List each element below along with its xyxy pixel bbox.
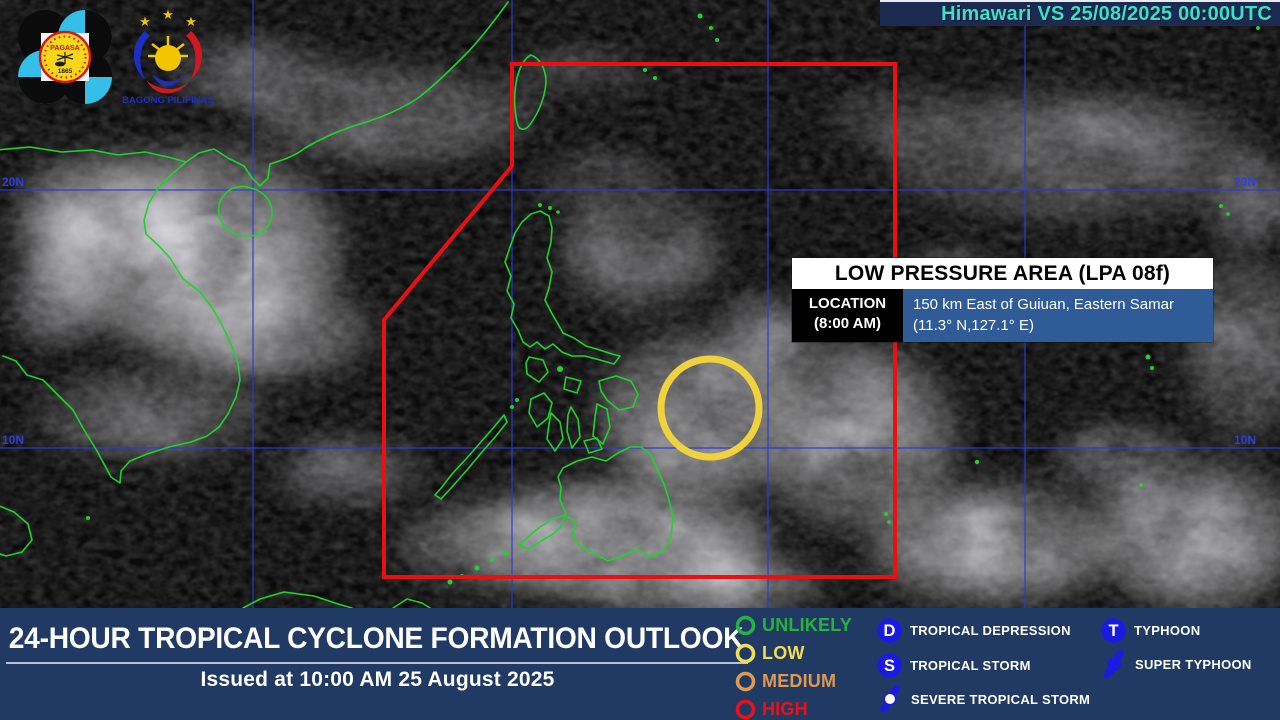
coastline-mindoro bbox=[525, 356, 549, 383]
tropical-storm-icon: S bbox=[877, 652, 902, 678]
legend-label-high: HIGH bbox=[762, 698, 808, 719]
low-circle-icon bbox=[735, 643, 756, 663]
category-label-ts: TROPICAL STORM bbox=[910, 657, 1031, 673]
coastline-borneo bbox=[242, 591, 353, 609]
category-row-typhoon: T TYPHOON bbox=[1100, 615, 1252, 645]
category-label-typhoon: TYPHOON bbox=[1134, 622, 1201, 638]
bagong-pilipinas-label: BAGONG PILIPINAS bbox=[122, 95, 214, 106]
category-row-td: D TROPICAL DEPRESSION bbox=[876, 615, 1090, 645]
satellite-credit-strip: Himawari VS 25/08/2025 00:00UTC bbox=[880, 0, 1280, 26]
legend-row-high: HIGH bbox=[735, 696, 808, 720]
pagasa-logo-year: 1865 bbox=[58, 68, 73, 75]
footer-bar: 24-HOUR TROPICAL CYCLONE FORMATION OUTLO… bbox=[0, 608, 1280, 720]
legend-row-low: LOW bbox=[735, 640, 805, 666]
lpa-location-value-line2: (11.3° N,127.1° E) bbox=[913, 317, 1034, 334]
high-circle-icon bbox=[735, 699, 756, 719]
lat-label-10n-right: 10N bbox=[1234, 433, 1256, 447]
lat-label-10n-left: 10N bbox=[2, 433, 24, 447]
svg-text:S: S bbox=[884, 657, 895, 675]
category-row-ts: S TROPICAL STORM bbox=[876, 650, 1090, 680]
coastline-palawan bbox=[434, 414, 508, 500]
legend-label-low: LOW bbox=[762, 642, 805, 663]
legend-label-medium: MEDIUM bbox=[762, 670, 837, 691]
issued-timestamp: Issued at 10:00 AM 25 August 2025 bbox=[200, 668, 555, 691]
legend-label-unlikely: UNLIKELY bbox=[762, 614, 852, 635]
lat-label-20n-left: 20N bbox=[2, 175, 24, 189]
severe-tropical-storm-icon bbox=[876, 685, 904, 713]
coastline-luzon bbox=[504, 210, 621, 365]
coastline-leyte bbox=[592, 403, 611, 445]
star-icon: ★ bbox=[162, 7, 174, 22]
svg-text:T: T bbox=[1108, 622, 1118, 640]
lpa-location-value-line1: 150 km East of Guiuan, Eastern Samar bbox=[913, 296, 1174, 313]
outlook-title: 24-HOUR TROPICAL CYCLONE FORMATION OUTLO… bbox=[8, 622, 744, 655]
coastline-taiwan bbox=[513, 54, 547, 131]
lpa-location-label: LOCATION (8:00 AM) bbox=[792, 289, 903, 342]
svg-text:D: D bbox=[884, 622, 896, 640]
lpa-location-label-line1: LOCATION bbox=[808, 295, 887, 312]
category-legend-col2: T TYPHOON SUPER TYPHOON bbox=[1100, 615, 1252, 679]
lpa-location-value: 150 km East of Guiuan, Eastern Samar (11… bbox=[903, 289, 1213, 342]
coastline-mindanao bbox=[518, 446, 674, 562]
coastline-gulf-thailand bbox=[0, 505, 33, 557]
coastline-bohol bbox=[583, 437, 603, 454]
lat-long-grid bbox=[0, 0, 1280, 609]
coastline-borneo-2 bbox=[392, 598, 431, 609]
pagasa-logo: PAGASA 1865 bbox=[18, 10, 112, 104]
typhoon-icon: T bbox=[1101, 617, 1126, 643]
super-typhoon-icon bbox=[1100, 650, 1128, 678]
coastline-masbate bbox=[563, 376, 582, 394]
coastline-china-vietnam bbox=[2, 1, 509, 484]
star-icon: ★ bbox=[185, 14, 197, 29]
coastline-cebu bbox=[566, 406, 581, 449]
lpa-location-label-line2: (8:00 AM) bbox=[814, 315, 881, 333]
lpa-circle bbox=[657, 355, 763, 461]
title-underline bbox=[6, 662, 748, 664]
coastline-negros bbox=[546, 412, 564, 452]
coastline-samar bbox=[598, 375, 639, 411]
satellite-credit-text: Himawari VS 25/08/2025 00:00UTC bbox=[941, 2, 1272, 25]
star-icon: ★ bbox=[139, 14, 151, 29]
cyclone-swirl bbox=[162, 217, 257, 295]
lpa-title: LOW PRESSURE AREA (LPA 08f) bbox=[792, 258, 1213, 289]
unlikely-circle-icon bbox=[735, 615, 756, 635]
category-label-td: TROPICAL DEPRESSION bbox=[910, 622, 1071, 638]
bagong-pilipinas-logo: ★ ★ ★ BAGONG PILIPINAS bbox=[122, 7, 214, 106]
par-boundary bbox=[382, 62, 897, 579]
tropical-depression-icon: D bbox=[877, 617, 902, 643]
pagasa-logo-name: PAGASA bbox=[50, 45, 79, 52]
category-legend-col1: D TROPICAL DEPRESSION S TROPICAL STORM S… bbox=[876, 615, 1090, 714]
legend-row-unlikely: UNLIKELY bbox=[735, 612, 852, 638]
coastline-panay bbox=[528, 392, 553, 428]
category-label-super-typhoon: SUPER TYPHOON bbox=[1135, 656, 1252, 672]
medium-circle-icon bbox=[735, 671, 756, 691]
category-row-sts: SEVERE TROPICAL STORM bbox=[876, 684, 1090, 714]
category-row-super-typhoon: SUPER TYPHOON bbox=[1100, 649, 1252, 679]
coastline-guangxi bbox=[0, 146, 187, 163]
coastline-hainan bbox=[217, 185, 273, 237]
small-islands bbox=[86, 13, 1260, 585]
lat-label-20n-right: 20N bbox=[1234, 175, 1256, 189]
lpa-info-box: LOW PRESSURE AREA (LPA 08f) LOCATION (8:… bbox=[792, 258, 1213, 342]
coastlines bbox=[0, 1, 674, 609]
legend-row-medium: MEDIUM bbox=[735, 668, 836, 694]
category-label-sts: SEVERE TROPICAL STORM bbox=[911, 691, 1091, 707]
